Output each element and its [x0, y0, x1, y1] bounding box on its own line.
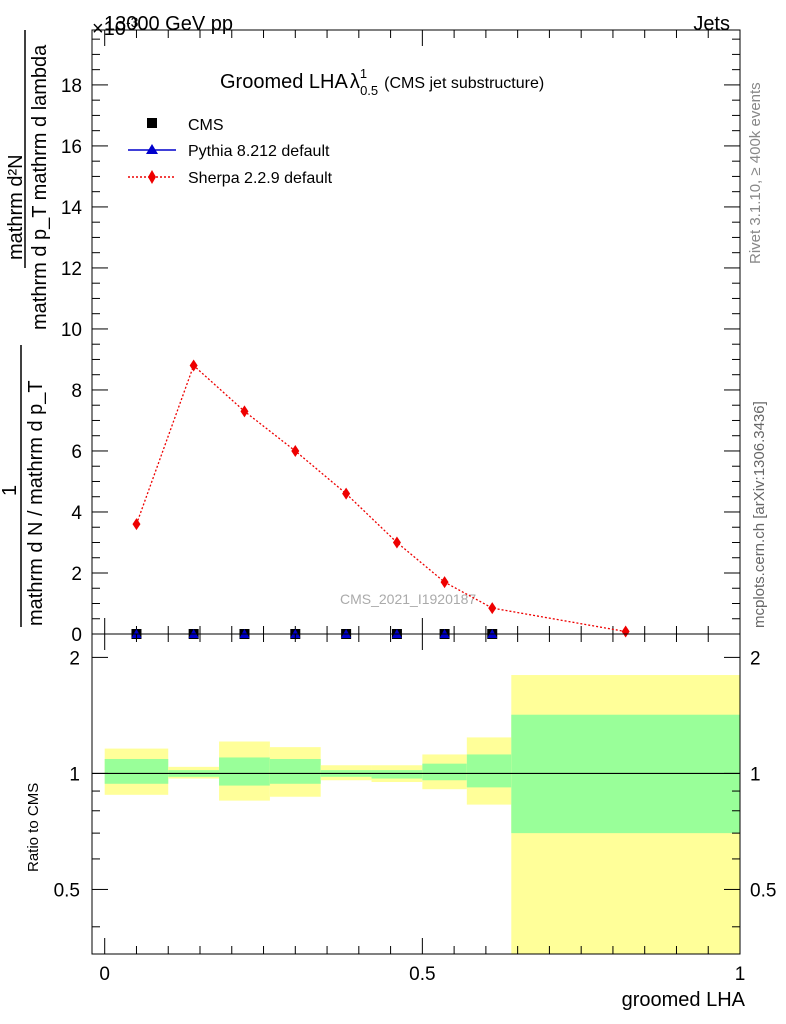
main-y-axis-label: mathrm d²N mathrm d p_T mathrm d lambda … [0, 30, 51, 627]
legend-cms-marker [147, 118, 157, 128]
main-y-tick-label: 12 [61, 259, 82, 280]
ratio-tick-labels: 0.5 0.5 1 1 2 2 0 0.5 1 [54, 648, 777, 985]
legend-pythia-label: Pythia 8.212 default [188, 143, 330, 160]
sherpa-data-point [440, 576, 449, 589]
rivet-side-label: Rivet 3.1.10, ≥ 400k events [747, 82, 764, 264]
x-axis-label: groomed LHA [622, 989, 746, 1011]
main-y-tick-label: 2 [71, 564, 82, 585]
ratio-inner-band [466, 754, 512, 788]
ratio-inner-band [269, 758, 321, 784]
ratio-inner-band [104, 758, 169, 784]
main-y-tick-label: 16 [61, 137, 82, 158]
legend-cms-label: CMS [188, 117, 224, 134]
sherpa-data-point [488, 602, 497, 615]
legend-sherpa-marker [148, 170, 156, 184]
main-y-tick-label: 0 [71, 625, 82, 646]
y-exponent-label: ×10-3 [92, 14, 139, 40]
main-y-tick-labels: 0 2 4 6 8 10 12 14 16 18 [61, 76, 83, 646]
y-label-numerator: mathrm d²N [5, 154, 27, 260]
legend-pythia-marker [146, 144, 158, 154]
main-y-tick-label: 18 [61, 76, 82, 97]
header-jets-label: Jets [693, 13, 730, 35]
sherpa-data-point [240, 405, 249, 418]
legend-sherpa-label: Sherpa 2.2.9 default [188, 170, 333, 187]
sherpa-data-point [132, 518, 141, 531]
sherpa-series-line [135, 364, 626, 633]
main-y-tick-label: 6 [71, 442, 82, 463]
ratio-inner-band [219, 757, 270, 786]
ratio-y-tick-label-right: 0.5 [750, 880, 776, 901]
sherpa-data-point [291, 444, 300, 457]
x-tick-label: 1 [735, 964, 746, 985]
sherpa-data-point [621, 625, 630, 638]
sherpa-data-point [392, 536, 401, 549]
ratio-y-tick-label-right: 2 [750, 648, 761, 669]
y-label-front: 1 [0, 485, 21, 496]
legend: CMS Pythia 8.212 default Sherpa 2.2.9 de… [128, 117, 333, 187]
plot-title: Groomed LHA λ1 0.5 (CMS jet substructure) [220, 66, 544, 98]
main-y-tick-label: 10 [61, 320, 82, 341]
ratio-inner-band [371, 770, 423, 779]
main-y-tick-label: 4 [71, 503, 82, 524]
main-y-tick-label: 14 [61, 198, 83, 219]
sherpa-data-point [189, 359, 198, 372]
mcplots-side-label: mcplots.cern.ch [arXiv:1306.3436] [751, 401, 768, 628]
y-label-denominator: mathrm d p_T mathrm d lambda [29, 44, 51, 330]
main-y-tick-label: 8 [71, 381, 82, 402]
analysis-watermark: CMS_2021_I1920187 [340, 591, 476, 607]
ratio-axis-ticks [92, 634, 741, 954]
x-tick-label: 0 [99, 964, 110, 985]
ratio-plot-frame [91, 633, 741, 955]
ratio-bands-layer [92, 675, 740, 954]
sherpa-data-point [342, 487, 351, 500]
ratio-y-tick-label-right: 1 [750, 764, 761, 785]
x-tick-label: 0.5 [409, 964, 435, 985]
ratio-y-tick-label-left: 1 [69, 764, 80, 785]
y-label-front-denominator: mathrm d N / mathrm d p_T [25, 380, 47, 626]
ratio-y-axis-label: Ratio to CMS [25, 783, 42, 872]
ratio-y-tick-label-left: 2 [69, 648, 80, 669]
ratio-inner-band [422, 763, 467, 781]
ratio-y-tick-label-left: 0.5 [54, 880, 80, 901]
